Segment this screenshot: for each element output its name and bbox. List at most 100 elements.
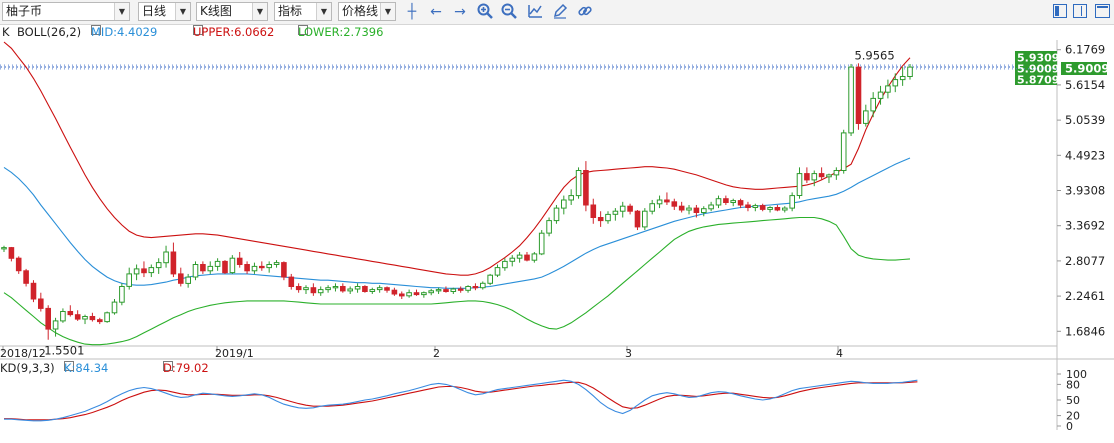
candle-body	[737, 200, 744, 206]
symbol-value: 柚子币	[6, 4, 43, 18]
candle-body	[605, 213, 611, 222]
candle-body	[487, 274, 493, 284]
period-select[interactable]: 日线 ▼	[138, 2, 191, 21]
candle-body	[708, 204, 714, 210]
candle-body	[111, 301, 118, 314]
expand-icon[interactable]	[1095, 4, 1110, 18]
candle-body	[332, 286, 339, 289]
kd-k-line	[4, 379, 918, 422]
candle-body	[686, 207, 692, 211]
candle-body	[597, 217, 604, 222]
candle-body	[376, 287, 383, 291]
crosshair-icon[interactable]: ┼	[407, 4, 417, 20]
x-tick-label: 3	[625, 347, 632, 360]
candle-body	[782, 207, 788, 211]
candle-body	[214, 260, 221, 267]
candle-body	[97, 319, 103, 323]
boll-mid-line	[3, 157, 911, 289]
candle-body	[1, 247, 7, 250]
candle-body	[472, 286, 479, 289]
arrow-left-icon[interactable]: ←	[430, 4, 442, 20]
checkbox-icon	[64, 361, 74, 371]
candle-body	[892, 79, 899, 87]
candle-body	[266, 264, 272, 269]
price-tick-label: 5.0539	[1065, 113, 1105, 127]
panel-icon[interactable]	[1073, 4, 1087, 18]
candle-body	[8, 247, 15, 259]
candle-body	[465, 286, 471, 291]
candle-body	[789, 195, 796, 209]
candle-body	[30, 282, 37, 300]
x-tick-label: 2018/12	[0, 347, 46, 360]
zoom-out-icon[interactable]	[500, 3, 518, 21]
arrow-right-icon[interactable]: →	[454, 4, 466, 20]
layout-toggle-icon[interactable]	[1053, 4, 1067, 18]
candle-body	[273, 262, 280, 266]
candle-body	[38, 298, 44, 309]
candle-body	[391, 289, 398, 295]
toolbar: 柚子币 ▼ 日线 ▼ K线图 ▼ 指标 ▼ 价格线 ▼ ┼ ← →	[0, 0, 1114, 25]
chart-type-select[interactable]: K线图 ▼	[196, 2, 268, 21]
candle-body	[74, 314, 81, 320]
candle-body	[863, 110, 869, 124]
candle-body	[538, 232, 545, 255]
checkbox-icon	[163, 361, 173, 371]
candle-body	[317, 289, 324, 294]
candle-body	[435, 289, 442, 292]
candle-body	[222, 260, 228, 274]
candle-body	[104, 312, 110, 323]
candle-body	[141, 268, 147, 274]
candle-body	[67, 311, 74, 316]
candle-body	[89, 316, 96, 321]
candle-body	[450, 288, 457, 292]
candle-body	[15, 257, 22, 272]
candle-body	[634, 210, 641, 228]
candle-body	[413, 292, 420, 296]
indicator-select[interactable]: 指标 ▼	[274, 2, 332, 21]
kd-tick-label: 20	[1066, 410, 1080, 423]
candle-body	[818, 173, 825, 178]
candle-body	[826, 174, 832, 178]
candle-body	[82, 316, 88, 320]
candle-body	[767, 207, 773, 210]
candle-body	[340, 286, 346, 292]
candle-body	[347, 288, 353, 292]
candle-body	[730, 200, 737, 204]
price-badge-label: 5.9009	[1065, 62, 1109, 76]
zoom-in-icon[interactable]	[476, 3, 494, 21]
candle-body	[833, 170, 840, 176]
pencil-icon[interactable]	[551, 3, 569, 21]
candle-body	[509, 257, 516, 262]
candle-body	[811, 173, 818, 181]
x-tick-label: 2019/1	[215, 347, 254, 360]
candle-body	[303, 287, 309, 291]
high-annotation: 5.9565	[854, 48, 894, 62]
price-tick-label: 6.1769	[1065, 43, 1105, 57]
candle-body	[840, 132, 847, 171]
candle-body	[362, 286, 368, 292]
candle-body	[664, 199, 670, 203]
candle-body	[745, 204, 751, 208]
candle-body	[524, 254, 530, 261]
candle-body	[428, 290, 434, 294]
candle-body	[848, 66, 854, 134]
chevron-down-icon: ▼	[114, 3, 129, 20]
draw-tool-icon[interactable]	[526, 3, 544, 21]
link-icon[interactable]	[576, 3, 594, 21]
chevron-down-icon: ▼	[316, 3, 331, 20]
candle-body	[693, 207, 700, 214]
candle-body	[502, 260, 508, 269]
symbol-select[interactable]: 柚子币 ▼	[2, 2, 130, 21]
candle-body	[384, 287, 390, 291]
candle-body	[281, 262, 287, 278]
candle-body	[421, 292, 427, 296]
candle-body	[200, 264, 206, 272]
price-tick-label: 1.6846	[1065, 324, 1105, 338]
indicator-value: 指标	[278, 4, 303, 18]
price-line-select[interactable]: 价格线 ▼	[338, 2, 396, 21]
chevron-down-icon: ▼	[380, 3, 395, 20]
kd-info-bar: KD(9,3,3) K:84.34 D:79.02	[0, 361, 1114, 376]
boll-info-bar: K BOLL(26,2) MID:4.4029 UPPER:6.0662 LOW…	[0, 25, 1114, 40]
candle-body	[185, 276, 191, 284]
